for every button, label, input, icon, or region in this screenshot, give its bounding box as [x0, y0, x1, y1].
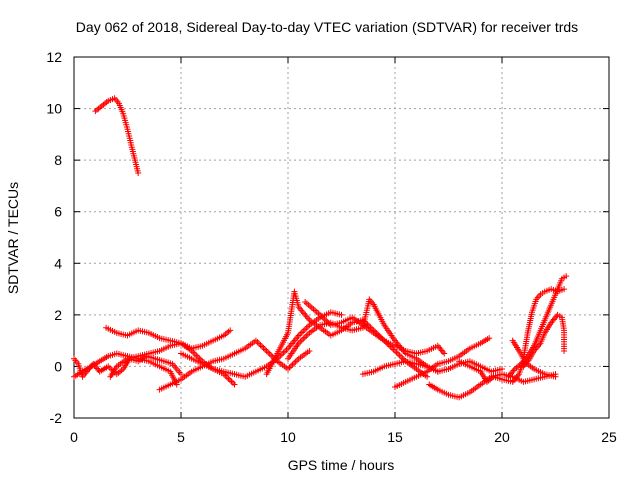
data-point	[306, 347, 313, 354]
data-point	[561, 347, 568, 354]
data-point	[393, 349, 400, 356]
series-track-17	[505, 273, 570, 380]
data-point	[227, 327, 234, 334]
data-point	[231, 381, 238, 388]
axis-ticks: 0 5 10 15 20 25 -2 0 2 4 6 8 10 12	[46, 49, 617, 445]
data-point	[399, 355, 406, 362]
chart-title: Day 062 of 2018, Sidereal Day-to-day VTE…	[76, 19, 578, 35]
y-tick-label: 10	[46, 101, 62, 117]
series-track-6	[156, 337, 313, 393]
data-point	[226, 377, 233, 384]
data-point	[563, 273, 570, 280]
plot-frame	[73, 56, 610, 419]
data-point	[297, 331, 304, 338]
x-tick-label: 0	[70, 429, 78, 445]
data-point	[135, 170, 142, 177]
y-axis-label: SDTVAR / TECUs	[5, 182, 21, 294]
data-point	[424, 373, 431, 380]
y-tick-label: 0	[54, 358, 62, 374]
data-point	[223, 374, 230, 381]
data-point	[301, 334, 308, 341]
data-point	[441, 350, 448, 357]
y-tick-label: 12	[46, 49, 62, 65]
data-point	[300, 328, 307, 335]
series-track-15	[509, 286, 568, 362]
series-track-11	[359, 358, 505, 378]
series-track-1	[92, 95, 142, 177]
data-point	[229, 380, 236, 387]
data-point	[338, 311, 345, 318]
data-point	[286, 364, 293, 371]
data-point	[552, 373, 559, 380]
series-track-10	[285, 296, 441, 375]
data-point	[303, 325, 310, 332]
data-point	[292, 358, 299, 365]
data-point	[298, 329, 305, 336]
data-point	[225, 375, 232, 382]
data-point	[263, 347, 270, 354]
data-point	[294, 357, 301, 364]
series-track-12	[392, 335, 493, 391]
y-tick-label: 4	[54, 255, 62, 271]
data-point	[561, 286, 568, 293]
data-point	[297, 338, 304, 345]
data-point	[486, 335, 493, 342]
data-point	[303, 332, 310, 339]
data-point	[280, 349, 287, 356]
data-point	[395, 350, 402, 357]
data-point	[304, 331, 311, 338]
y-tick-label: 2	[54, 307, 62, 323]
x-tick-label: 20	[494, 429, 510, 445]
x-tick-label: 10	[280, 429, 296, 445]
data-point	[298, 337, 305, 344]
y-tick-label: 8	[54, 152, 62, 168]
data-point	[283, 346, 290, 353]
data-point	[390, 346, 397, 353]
data-point	[254, 339, 261, 346]
x-axis-label: GPS time / hours	[288, 457, 395, 473]
data-point	[301, 326, 308, 333]
data-point	[262, 346, 269, 353]
x-tick-label: 5	[177, 429, 185, 445]
data-point	[259, 343, 266, 350]
data-point	[278, 351, 285, 358]
data-point	[178, 371, 184, 378]
data-point	[499, 366, 505, 373]
data-point	[228, 378, 235, 385]
x-tick-label: 15	[387, 429, 403, 445]
data-point	[265, 349, 272, 356]
data-point	[396, 352, 403, 359]
x-tick-label: 25	[601, 429, 617, 445]
y-tick-label: 6	[54, 204, 62, 220]
data-points	[71, 95, 570, 401]
data-point	[266, 350, 273, 357]
data-point	[260, 345, 267, 352]
data-point	[300, 335, 307, 342]
y-tick-label: -2	[50, 410, 63, 426]
data-point	[291, 360, 298, 367]
series-track-13	[426, 371, 559, 401]
data-point	[190, 349, 197, 356]
data-point	[257, 342, 264, 349]
data-point	[304, 323, 311, 330]
data-point	[191, 350, 198, 357]
data-point	[281, 348, 288, 355]
